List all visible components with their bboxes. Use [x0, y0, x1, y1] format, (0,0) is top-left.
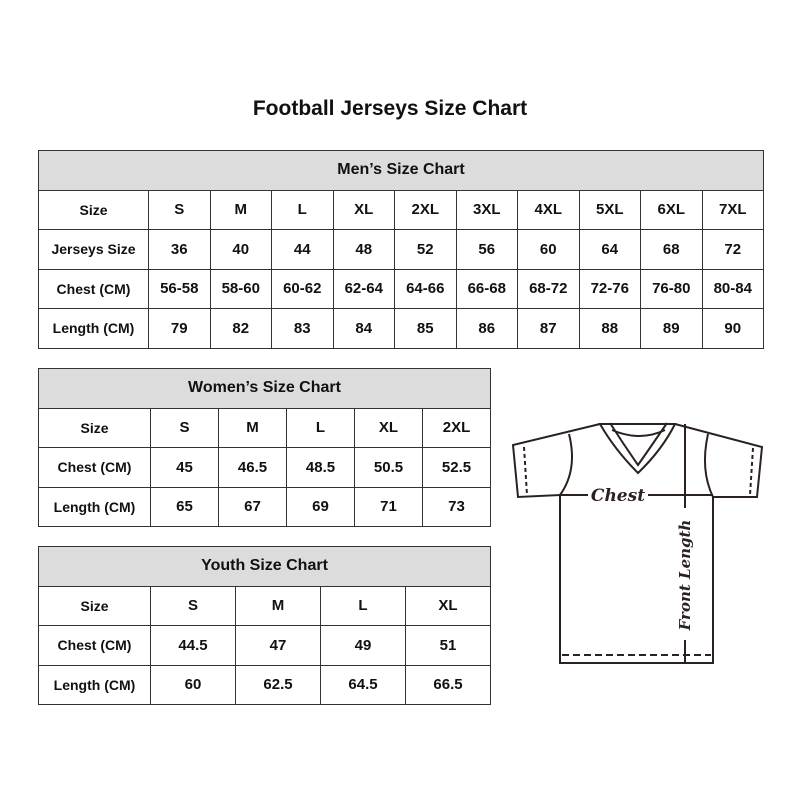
table-cell: 45 [150, 447, 219, 488]
table-caption: Women’s Size Chart [38, 368, 491, 409]
table-cell: 71 [354, 486, 423, 527]
table-row: Chest (CM) 44.5 47 49 51 [38, 625, 491, 666]
table-cell: M [218, 407, 287, 448]
table-cell: L [320, 585, 406, 626]
front-length-label: Front Length [676, 520, 694, 632]
table-cell: 48.5 [286, 447, 355, 488]
table-cell: 49 [320, 625, 406, 666]
table-cell: 60 [517, 229, 580, 270]
table-row: Length (CM) 65 67 69 71 73 [38, 486, 491, 527]
right-armhole [704, 433, 714, 498]
table-row: Size S M L XL [38, 585, 491, 626]
table-cell: 69 [286, 486, 355, 527]
table-cell: 72-76 [578, 268, 641, 309]
table-cell: 84 [332, 308, 395, 349]
row-label: Length (CM) [38, 308, 149, 349]
row-label: Size [38, 189, 149, 230]
table-row: Size S M L XL 2XL 3XL 4XL 5XL 6XL 7XL [38, 189, 764, 230]
table-cell: 76-80 [640, 268, 703, 309]
table-cell: 7XL [701, 189, 764, 230]
table-cell: 47 [235, 625, 321, 666]
table-cell: 68-72 [517, 268, 580, 309]
table-row: Length (CM) 60 62.5 64.5 66.5 [38, 664, 491, 705]
row-label: Chest (CM) [38, 625, 151, 666]
youth-size-table: Youth Size Chart Size S M L XL Chest (CM) 44.5 4… [38, 546, 491, 705]
table-cell: S [150, 585, 236, 626]
table-cell: XL [332, 189, 395, 230]
table-cell: 67 [218, 486, 287, 527]
table-cell: 5XL [578, 189, 641, 230]
table-cell: 52.5 [422, 447, 491, 488]
table-cell: 51 [405, 625, 491, 666]
table-cell: 65 [150, 486, 219, 527]
table-cell: 79 [148, 308, 211, 349]
table-cell: 2XL [422, 407, 491, 448]
table-cell: 90 [701, 308, 764, 349]
table-cell: 82 [209, 308, 272, 349]
mens-size-table: Men’s Size Chart Size S M L XL 2XL 3XL 4XL 5XL 6XL… [38, 150, 764, 349]
table-cell: L [271, 189, 334, 230]
table-cell: XL [354, 407, 423, 448]
table-cell: 68 [640, 229, 703, 270]
table-row: Chest (CM) 45 46.5 48.5 50.5 52.5 [38, 447, 491, 488]
table-cell: 62-64 [332, 268, 395, 309]
chest-label: Chest [591, 486, 645, 506]
table-cell: 36 [148, 229, 211, 270]
jersey-collar-inner [609, 422, 668, 467]
table-cell: 62.5 [235, 664, 321, 705]
table-cell: 85 [394, 308, 457, 349]
table-row: Size S M L XL 2XL [38, 407, 491, 448]
left-armhole [559, 433, 573, 496]
table-cell: 86 [455, 308, 518, 349]
table-cell: M [235, 585, 321, 626]
table-cell: 60 [150, 664, 236, 705]
table-cell: 6XL [640, 189, 703, 230]
row-label: Size [38, 407, 151, 448]
table-cell: XL [405, 585, 491, 626]
table-cell: 48 [332, 229, 395, 270]
page-title: Football Jerseys Size Chart [252, 97, 528, 120]
table-cell: 50.5 [354, 447, 423, 488]
table-cell: 64.5 [320, 664, 406, 705]
table-cell: 44.5 [150, 625, 236, 666]
table-cell: 88 [578, 308, 641, 349]
table-cell: 73 [422, 486, 491, 527]
table-cell: 66.5 [405, 664, 491, 705]
table-cell: 44 [271, 229, 334, 270]
row-label: Jerseys Size [38, 229, 149, 270]
table-cell: 66-68 [455, 268, 518, 309]
table-cell: 40 [209, 229, 272, 270]
jersey-collar-outer [598, 423, 677, 475]
row-label: Length (CM) [38, 486, 151, 527]
table-caption: Men’s Size Chart [38, 150, 764, 191]
jersey-outline [511, 423, 764, 664]
womens-size-table: Women’s Size Chart Size S M L XL 2XL Chest (CM)… [38, 368, 491, 527]
table-caption: Youth Size Chart [38, 546, 491, 587]
row-label: Size [38, 585, 151, 626]
table-cell: 87 [517, 308, 580, 349]
table-cell: 80-84 [701, 268, 764, 309]
table-row: Jerseys Size 36 40 44 48 52 56 60 64 68 72 [38, 229, 764, 270]
table-cell: L [286, 407, 355, 448]
table-row: Length (CM) 79 82 83 84 85 86 87 88 89 90 [38, 308, 764, 349]
table-cell: 56-58 [148, 268, 211, 309]
table-cell: 60-62 [271, 268, 334, 309]
row-label: Chest (CM) [38, 447, 151, 488]
